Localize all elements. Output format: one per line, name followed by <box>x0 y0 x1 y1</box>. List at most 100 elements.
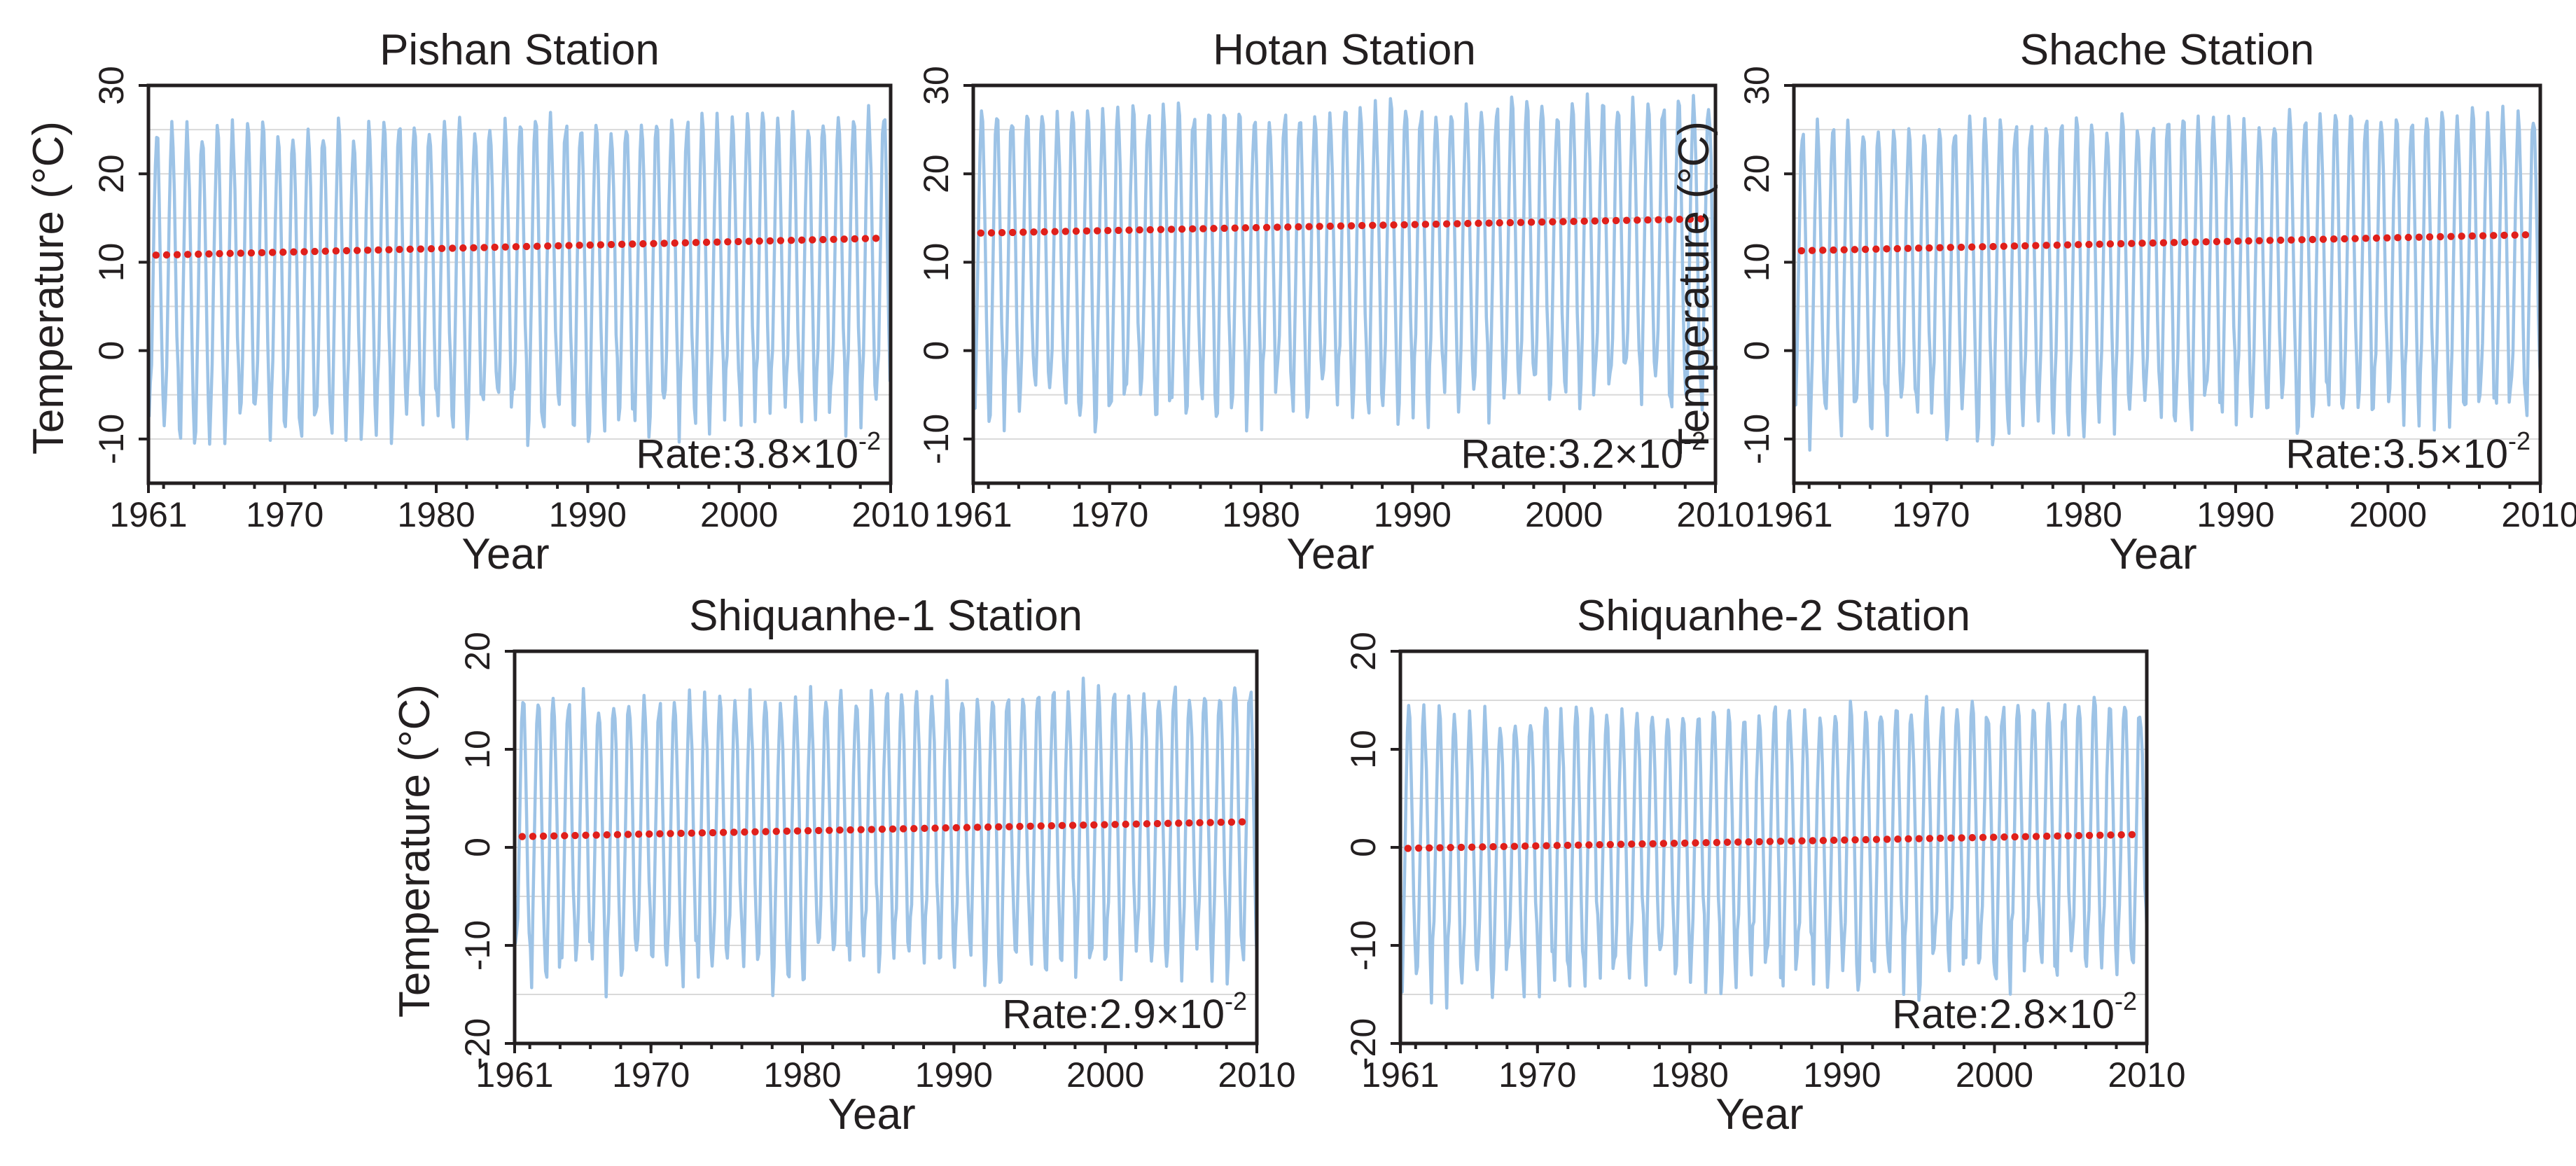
trend-point <box>2075 241 2082 249</box>
trend-point <box>1479 843 1487 851</box>
x-tick-label: 1970 <box>1892 495 1970 534</box>
trend-point <box>1612 216 1620 225</box>
trend-point <box>1316 223 1323 230</box>
trend-point <box>1947 244 1954 251</box>
trend-point <box>1164 819 1172 827</box>
trend-point <box>1496 219 1503 227</box>
trend-point <box>2202 238 2210 246</box>
y-tick-label: 30 <box>917 66 956 105</box>
panel-title: Shache Station <box>2020 26 2315 74</box>
trend-point <box>698 829 706 837</box>
trend-point <box>1979 833 1987 842</box>
y-tick-label: -10 <box>458 920 497 971</box>
x-tick-label: 1961 <box>1361 1055 1439 1095</box>
trend-point <box>1872 245 1880 253</box>
y-tick-label: 0 <box>1737 341 1776 361</box>
trend-point <box>237 249 244 257</box>
trend-point <box>1968 833 1977 842</box>
trend-point <box>1564 841 1572 849</box>
trend-point <box>857 826 865 833</box>
trend-point <box>2245 237 2253 245</box>
trend-point <box>1305 223 1313 230</box>
trend-point <box>470 244 478 251</box>
trend-point <box>639 240 647 248</box>
trend-point <box>1517 218 1525 226</box>
y-tick-label: 20 <box>917 154 956 193</box>
trend-point <box>1284 223 1292 231</box>
trend-point <box>565 242 573 249</box>
trend-point <box>1411 221 1419 228</box>
x-tick-label: 1980 <box>1651 1055 1729 1095</box>
trend-point <box>1090 821 1098 829</box>
trend-point <box>613 831 622 839</box>
trend-point <box>2053 241 2061 249</box>
trend-point <box>809 236 816 244</box>
trend-point <box>501 243 509 251</box>
rate-annotation: Rate:2.9×10-2 <box>1002 987 1247 1037</box>
trend-point <box>1797 247 1806 255</box>
rate-exponent: -2 <box>858 426 881 455</box>
y-tick-label: 20 <box>1344 632 1383 671</box>
trend-point <box>861 235 870 242</box>
trend-point <box>1447 844 1454 852</box>
trend-point <box>576 242 583 249</box>
trend-point <box>2351 235 2359 242</box>
trend-point <box>1421 221 1430 228</box>
rate-multiplier: ×10 <box>1156 992 1225 1037</box>
trend-point <box>1872 835 1881 843</box>
trend-point <box>205 250 213 258</box>
trend-point <box>783 827 791 835</box>
trend-point <box>2032 833 2040 840</box>
trend-point <box>872 235 880 242</box>
trend-point <box>777 237 785 244</box>
trend-point <box>1005 823 1013 831</box>
trend-point <box>921 824 928 833</box>
trend-point <box>607 240 615 249</box>
trend-point <box>1681 839 1689 847</box>
y-tick-label: -10 <box>92 414 131 464</box>
x-tick-label: 1980 <box>763 1055 841 1095</box>
trend-point <box>1527 218 1536 226</box>
trend-point <box>311 247 319 256</box>
trend-point <box>1210 225 1218 232</box>
trend-point <box>1436 844 1444 852</box>
trend-point <box>836 826 844 834</box>
x-tick-label: 1961 <box>475 1055 553 1095</box>
plot-frame <box>1792 83 2542 485</box>
trend-point <box>1037 822 1045 830</box>
trend-point <box>1697 215 1705 223</box>
trend-point <box>734 237 742 246</box>
trend-point <box>2021 242 2029 250</box>
trend-point <box>977 229 985 237</box>
trend-point <box>1905 835 1912 843</box>
trend-point <box>1189 225 1197 233</box>
trend-point <box>555 242 562 250</box>
trend-point <box>1030 228 1038 236</box>
trend-point <box>1543 842 1550 849</box>
rate-annotation: Rate:2.8×10-2 <box>1892 987 2137 1037</box>
trend-point <box>1178 225 1186 233</box>
y-tick-label: 0 <box>917 341 956 361</box>
trend-point <box>2223 237 2232 245</box>
trend-point <box>2479 232 2487 240</box>
trend-point <box>1585 841 1593 849</box>
trend-point <box>1841 836 1849 844</box>
trend-point <box>1665 216 1673 223</box>
trend-point <box>1146 225 1154 234</box>
x-tick-label: 1961 <box>934 495 1012 534</box>
trend-point <box>1220 224 1228 232</box>
trend-point <box>216 250 223 258</box>
trend-point <box>533 242 541 250</box>
trend-point <box>2117 240 2125 248</box>
trend-point <box>1068 821 1077 829</box>
trend-point <box>830 235 837 243</box>
trend-point <box>1766 838 1774 845</box>
trend-point <box>2341 235 2348 243</box>
trend-point <box>671 239 678 247</box>
trend-point <box>544 242 552 250</box>
trend-point <box>1894 835 1902 843</box>
trend-point <box>2000 833 2008 841</box>
x-tick-label: 2010 <box>1676 495 1754 534</box>
trend-point <box>512 243 520 251</box>
